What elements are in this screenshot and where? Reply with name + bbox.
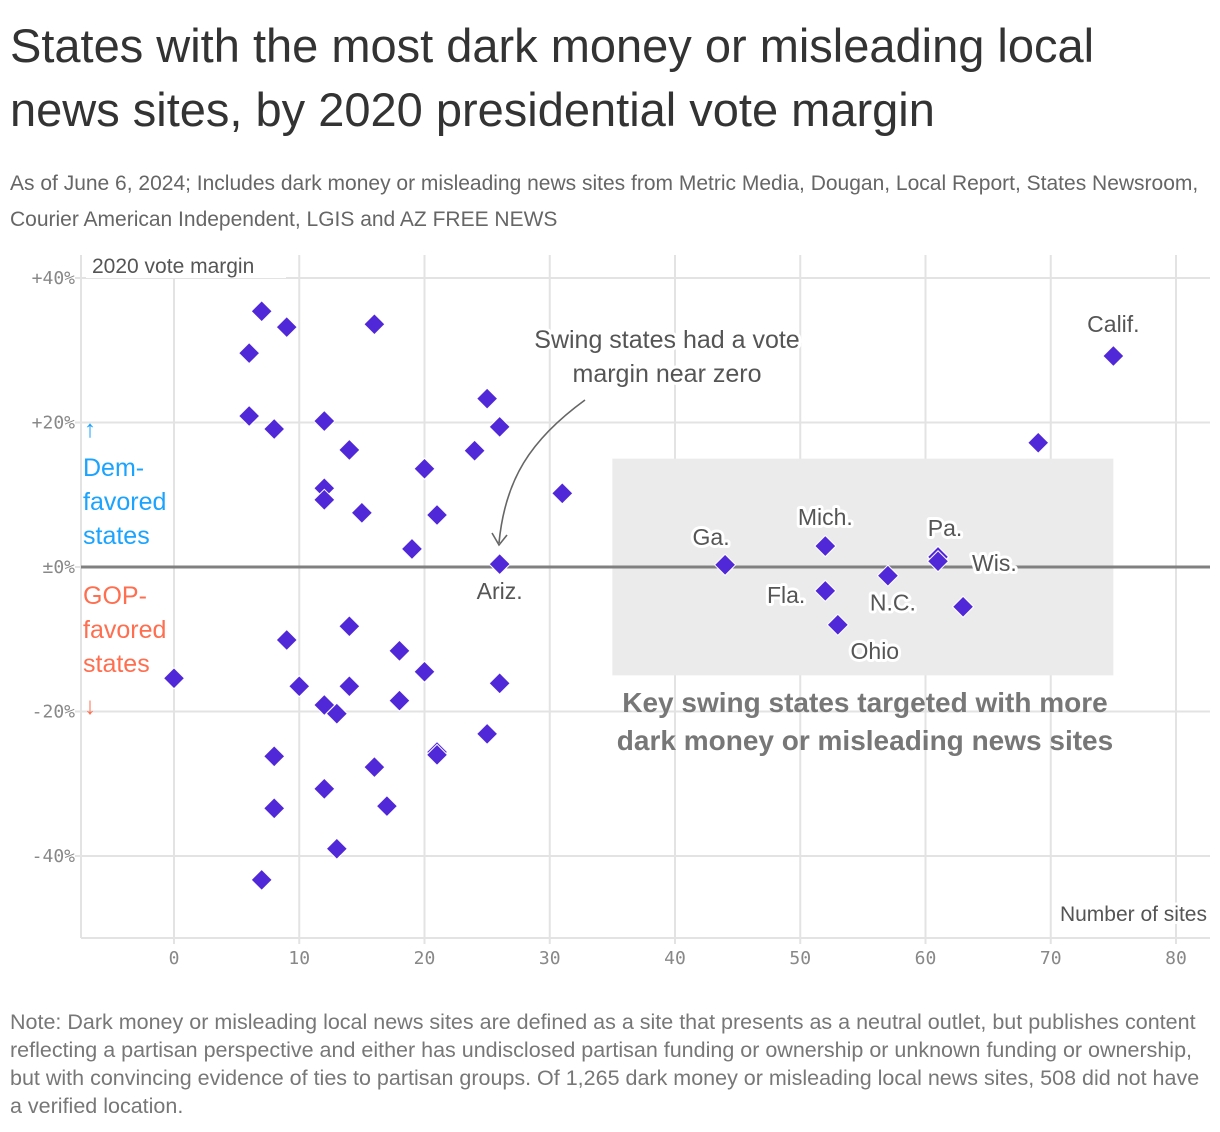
- data-point: [262, 417, 286, 441]
- swing-note-line-1: Swing states had a vote: [534, 326, 799, 354]
- data-point: [338, 675, 361, 698]
- data-point: [488, 672, 511, 695]
- data-point: [475, 722, 499, 746]
- data-point: [275, 315, 298, 339]
- data-point: [951, 595, 975, 618]
- x-tick-label: 40: [664, 948, 686, 969]
- data-point: [262, 745, 286, 768]
- point-ariz: [488, 552, 511, 576]
- state-label: Pa.: [928, 515, 963, 541]
- data-point: [250, 300, 273, 323]
- state-labels: Ariz. Ga. Mich. Fla. Ohio N.C. Pa. Wis. Calif.: [474, 308, 1143, 667]
- point-mich: [814, 534, 837, 558]
- down-arrow-icon: ↓: [84, 693, 96, 720]
- swing-box-label-1: Key swing states targeted with more: [622, 687, 1107, 718]
- data-point: [350, 501, 374, 525]
- state-label: Ga.: [693, 524, 730, 550]
- arrowhead-icon: [491, 532, 508, 547]
- swing-box-label-2: dark money or misleading news sites: [617, 725, 1113, 756]
- state-label: Ohio: [851, 638, 900, 664]
- data-point: [425, 743, 449, 767]
- data-point: [375, 794, 399, 818]
- y-axis-label: 2020 vote margin: [92, 255, 254, 278]
- state-label: Calif.: [1087, 311, 1139, 337]
- data-point: [1027, 431, 1050, 454]
- gop-label-2: favored: [83, 616, 166, 644]
- y-tick-label: -20%: [32, 702, 76, 723]
- data-point: [313, 777, 336, 801]
- annotation-arrow: [498, 399, 586, 544]
- data-point: [250, 868, 273, 892]
- data-point: [363, 755, 386, 779]
- data-point: [237, 404, 261, 428]
- state-label: Mich.: [798, 504, 853, 530]
- x-tick-label: 50: [789, 948, 811, 969]
- gop-label-3: states: [83, 650, 150, 678]
- dem-label-3: states: [83, 522, 150, 550]
- data-points: [162, 300, 1125, 892]
- data-point: [338, 438, 361, 462]
- data-point: [551, 482, 574, 505]
- data-point: [313, 488, 336, 512]
- y-tick-label: ±0%: [42, 557, 75, 578]
- data-point: [388, 639, 411, 663]
- data-point: [237, 341, 261, 365]
- y-tick-label: +20%: [32, 413, 76, 434]
- x-tick-label: 0: [169, 948, 180, 969]
- data-point: [325, 837, 349, 860]
- x-tick-label: 30: [539, 948, 561, 969]
- x-axis-label: Number of sites: [1060, 903, 1207, 926]
- x-tick-label: 60: [915, 948, 937, 969]
- state-label: Ariz.: [477, 578, 523, 604]
- data-point: [288, 675, 311, 698]
- y-tick-label: -40%: [32, 846, 76, 867]
- data-point: [262, 797, 286, 820]
- data-point: [162, 667, 186, 690]
- chart-note: Note: Dark money or misleading local new…: [10, 1010, 1200, 1118]
- data-point: [338, 615, 361, 638]
- data-point: [388, 689, 411, 712]
- dem-label-2: favored: [83, 488, 166, 516]
- point-ga: [713, 553, 737, 577]
- x-tick-label: 70: [1040, 948, 1062, 969]
- point-ohio: [826, 613, 850, 637]
- y-tick-label: +40%: [32, 268, 76, 289]
- data-point: [313, 409, 336, 433]
- data-point: [413, 660, 436, 683]
- data-point: [363, 313, 386, 336]
- point-fla: [814, 579, 837, 603]
- x-tick-label: 20: [414, 948, 436, 969]
- x-tick-label: 10: [288, 948, 310, 969]
- state-label: Fla.: [767, 582, 805, 608]
- point-wis: [926, 550, 950, 573]
- dem-label-1: Dem-: [83, 454, 144, 482]
- data-point: [488, 415, 511, 439]
- data-point: [413, 457, 436, 480]
- axis-ticks: 0 10 20 30 40 50 60 70 80 +40% +20% ±0% -20% -40%: [32, 268, 1187, 969]
- up-arrow-icon: ↑: [84, 416, 96, 443]
- data-point: [425, 503, 449, 527]
- chart-subtitle: As of June 6, 2024; Includes dark money …: [10, 172, 1199, 231]
- point-calif: [1102, 344, 1125, 368]
- data-point: [475, 387, 499, 410]
- data-point: [325, 702, 349, 725]
- ylabel-bg: [86, 252, 286, 278]
- chart-title: States with the most dark money or misle…: [10, 19, 1095, 136]
- data-point: [400, 537, 424, 561]
- gop-label-1: GOP-: [83, 582, 147, 610]
- point-nc: [876, 564, 900, 587]
- data-point: [463, 439, 486, 462]
- state-label: N.C.: [870, 590, 916, 616]
- swing-note-line-2: margin near zero: [573, 360, 762, 388]
- x-tick-label: 80: [1165, 948, 1187, 969]
- data-point: [275, 628, 298, 652]
- state-label: Wis.: [972, 550, 1017, 576]
